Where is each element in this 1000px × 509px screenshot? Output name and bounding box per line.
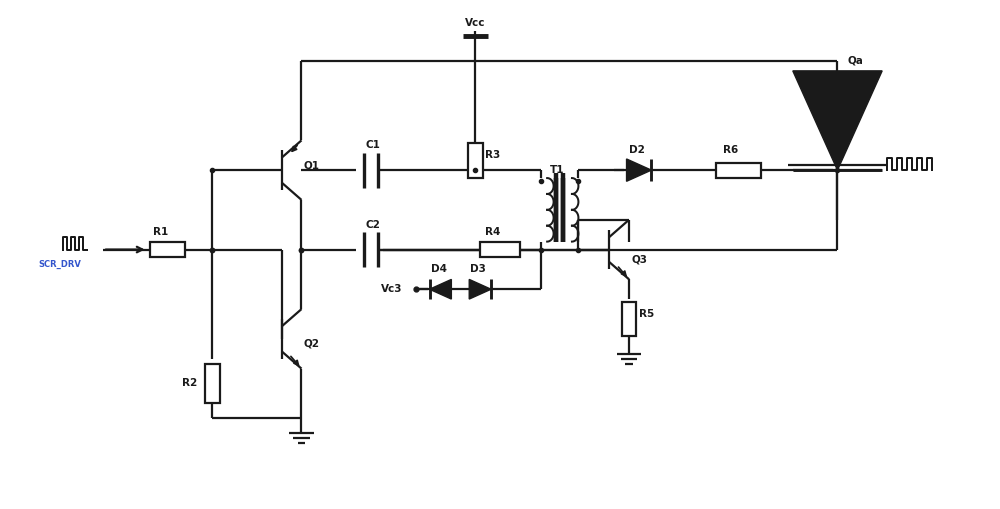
- Bar: [480, 242, 520, 257]
- Bar: [622, 302, 636, 336]
- Polygon shape: [627, 159, 651, 181]
- Bar: [205, 364, 220, 404]
- Polygon shape: [469, 279, 491, 299]
- Polygon shape: [430, 279, 451, 299]
- Text: R2: R2: [182, 379, 198, 388]
- Text: R4: R4: [485, 227, 500, 237]
- Text: D3: D3: [470, 264, 486, 274]
- Text: D4: D4: [431, 264, 447, 274]
- Text: Q2: Q2: [304, 339, 320, 349]
- Text: C2: C2: [366, 220, 381, 230]
- Text: R6: R6: [723, 145, 739, 155]
- Polygon shape: [793, 71, 882, 170]
- Text: T1: T1: [550, 165, 564, 175]
- Text: Vc3: Vc3: [381, 284, 402, 294]
- Text: R5: R5: [639, 309, 654, 319]
- Bar: [150, 242, 185, 257]
- Bar: [716, 163, 761, 178]
- Text: Q3: Q3: [632, 254, 648, 265]
- Text: Vcc: Vcc: [465, 18, 486, 28]
- Text: Q1: Q1: [304, 160, 320, 170]
- Text: D2: D2: [629, 145, 645, 155]
- Text: R1: R1: [153, 227, 168, 237]
- Text: Qa: Qa: [847, 56, 863, 66]
- Text: R3: R3: [485, 150, 500, 160]
- Bar: [468, 143, 483, 178]
- Text: C1: C1: [366, 140, 381, 150]
- Text: SCR_DRV: SCR_DRV: [38, 260, 81, 269]
